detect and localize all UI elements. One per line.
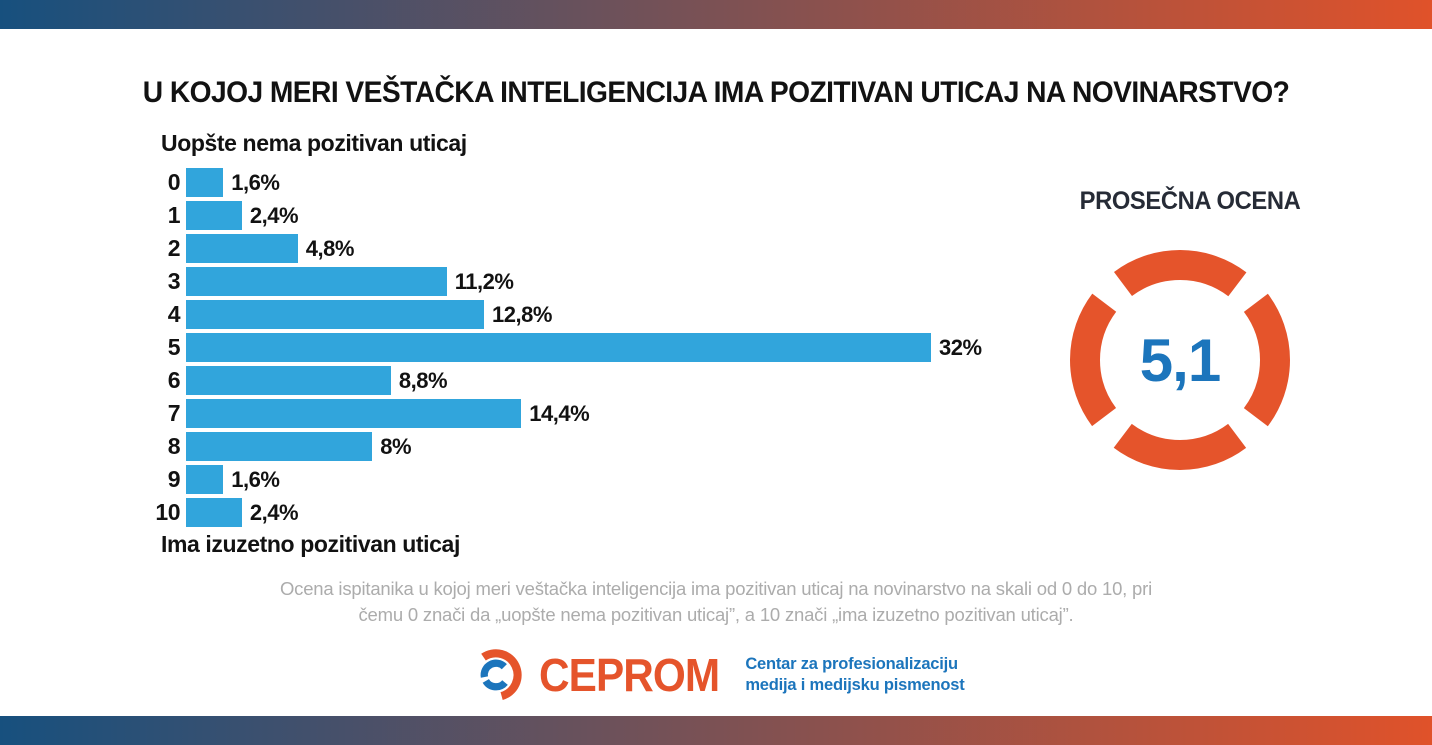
bar-category-label: 10 [155,499,180,525]
bottom-gradient-bar [0,716,1432,745]
bar [186,201,242,230]
bar-category-label: 8 [167,433,181,459]
bar-value-label: 1,6% [231,466,280,492]
bar-row: 6 8,8% [148,364,982,397]
bar-value-label: 8% [380,433,412,459]
bar [186,465,224,494]
bar-category-label: 4 [167,301,181,327]
bar-value-label: 8,8% [398,367,448,393]
bar-category-label: 2 [167,235,181,261]
ceprom-logo-text: CEPROM [539,649,720,701]
bar [186,267,447,296]
bar [186,168,224,197]
bar-value-label: 14,4% [529,400,590,426]
tagline-line-2: medija i medijsku pismenost [745,676,965,694]
bar-row: 4 12,8% [148,298,982,331]
bar-value-label: 1,6% [231,169,280,195]
bar-category-label: 1 [167,202,181,228]
bar-category-label: 3 [167,268,181,294]
bar-category-label: 9 [167,466,181,492]
bar-value-label: 2,4% [249,499,299,525]
bar-value-label: 12,8% [492,301,552,327]
bar-row: 7 14,4% [148,397,982,430]
bar-row: 9 1,6% [148,463,982,496]
chart-title: U KOJOJ MERI VEŠTAČKA INTELIGENCIJA IMA … [142,76,1290,109]
ceprom-logo-tagline: Centar za profesionalizaciju medija i me… [745,654,964,695]
bar-category-label: 7 [167,400,181,426]
bar-rows: 0 1,6% 1 2,4% 2 4,8% 3 11,2% 4 12,8% 5 32% 6 8,8% 7 14,… [148,166,982,529]
top-gradient-bar [0,0,1432,29]
ceprom-logo: CEPROM Centar za profesionalizaciju medi… [0,646,1432,704]
bar-value-label: 4,8% [305,235,355,261]
ring-icon [1070,250,1290,470]
bar-category-label: 6 [167,367,181,393]
tagline-line-1: Centar za profesionalizaciju [745,655,958,674]
bar-category-label: 0 [167,169,181,195]
bar-row: 3 11,2% [148,265,982,298]
bar-row: 10 2,4% [148,496,982,529]
bar-row: 1 2,4% [148,199,982,232]
bar [186,432,373,461]
bar-value-label: 11,2% [454,268,514,294]
bar-value-label: 2,4% [249,202,299,228]
bar [186,300,484,329]
scale-top-label: Uopšte nema pozitivan uticaj [161,130,467,156]
average-score-ring [1070,250,1290,470]
ceprom-logo-icon [481,649,522,700]
bar [186,333,931,362]
scale-bottom-label: Ima izuzetno pozitivan uticaj [161,531,460,557]
average-score-heading: PROSEČNA OCENA [1079,187,1301,215]
bar-value-label: 32% [939,334,982,360]
bar [186,399,522,428]
bar-category-label: 5 [167,334,181,360]
bar [186,234,298,263]
chart-caption: Ocena ispitanika u kojoj meri veštačka i… [279,578,1153,625]
bar-row: 8 8% [148,430,982,463]
bar-row: 5 32% [148,331,982,364]
average-score-value: 5,1 [1139,326,1221,394]
bar [186,498,242,527]
bar-row: 0 1,6% [148,166,982,199]
bar-row: 2 4,8% [148,232,982,265]
bar [186,366,391,395]
